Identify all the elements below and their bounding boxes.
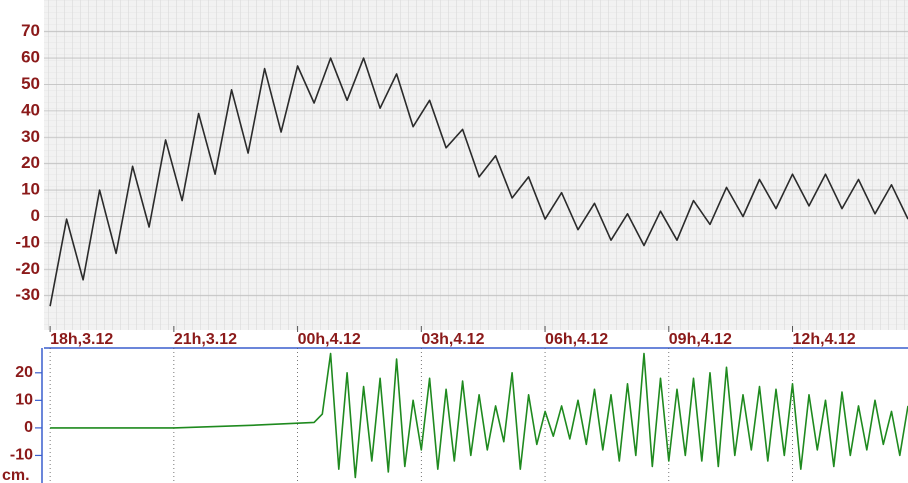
y-tick-label: 60 [21, 48, 40, 67]
y-tick-label: -10 [15, 232, 40, 251]
data-line [50, 352, 908, 479]
y-tick-label: 70 [21, 21, 40, 40]
y-axis-label: cm. [2, 467, 30, 483]
y-tick-label: 10 [15, 392, 33, 409]
x-tick-label: 03h,4.12 [421, 331, 484, 348]
paper-record [44, 0, 908, 330]
data-line [49, 57, 908, 307]
y-tick-label: 20 [21, 153, 40, 172]
y-tick-label: 40 [21, 100, 40, 119]
y-tick-label: 0 [31, 206, 40, 225]
x-tick-label: 18h,3.12 [50, 331, 113, 348]
x-tick-label: 06h,4.12 [545, 331, 608, 348]
y-tick-label: -30 [15, 285, 40, 304]
y-tick-label: 30 [21, 127, 40, 146]
y-tick-label: 20 [15, 364, 33, 381]
y-tick-label: 10 [21, 180, 40, 199]
x-tick-label: 12h,4.12 [793, 331, 856, 348]
x-tick-label: 21h,3.12 [174, 331, 237, 348]
y-tick-label: -20 [15, 259, 40, 278]
y-tick-label: -10 [10, 447, 33, 464]
y-tick-label: 0 [24, 419, 33, 436]
x-tick-label: 00h,4.12 [298, 331, 361, 348]
x-tick-label: 09h,4.12 [669, 331, 732, 348]
y-tick-label: 50 [21, 74, 40, 93]
